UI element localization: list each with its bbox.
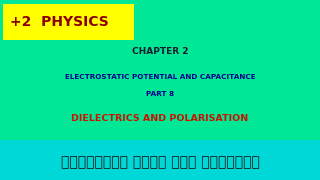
Text: +2  PHYSICS: +2 PHYSICS	[10, 15, 108, 30]
FancyBboxPatch shape	[3, 4, 134, 40]
Text: DIELECTRICS AND POLARISATION: DIELECTRICS AND POLARISATION	[71, 114, 249, 123]
Text: PART 8: PART 8	[146, 91, 174, 97]
Text: ഫിസിക്സ് പഠനം ഇനി എളുപ്പം: ഫിസിക്സ് പഠനം ഇനി എളുപ്പം	[60, 155, 260, 169]
Text: CHAPTER 2: CHAPTER 2	[132, 47, 188, 56]
Text: ELECTROSTATIC POTENTIAL AND CAPACITANCE: ELECTROSTATIC POTENTIAL AND CAPACITANCE	[65, 73, 255, 80]
FancyBboxPatch shape	[0, 140, 320, 180]
